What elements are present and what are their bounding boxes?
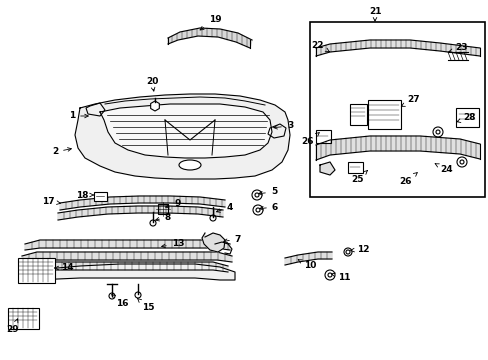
Polygon shape — [100, 104, 271, 158]
Polygon shape — [20, 262, 227, 272]
Text: 4: 4 — [216, 202, 233, 212]
Text: 28: 28 — [456, 113, 475, 122]
Polygon shape — [75, 94, 289, 179]
Ellipse shape — [179, 160, 201, 170]
Polygon shape — [22, 252, 231, 262]
Text: 2: 2 — [52, 148, 71, 157]
Text: 15: 15 — [137, 298, 154, 312]
FancyBboxPatch shape — [347, 162, 362, 172]
Polygon shape — [315, 40, 479, 56]
Polygon shape — [58, 206, 223, 220]
FancyBboxPatch shape — [454, 108, 478, 126]
Bar — [309, 22, 484, 197]
Text: 17: 17 — [41, 197, 61, 206]
Text: 14: 14 — [55, 264, 73, 273]
Text: 11: 11 — [331, 273, 349, 282]
FancyBboxPatch shape — [349, 104, 366, 125]
Polygon shape — [60, 196, 224, 210]
FancyBboxPatch shape — [93, 192, 106, 201]
Text: 26: 26 — [301, 132, 319, 147]
Polygon shape — [285, 252, 331, 265]
Text: 29: 29 — [7, 319, 19, 334]
FancyBboxPatch shape — [315, 130, 330, 143]
Polygon shape — [168, 28, 251, 48]
Text: 10: 10 — [298, 260, 316, 270]
Polygon shape — [202, 233, 224, 252]
FancyBboxPatch shape — [7, 307, 39, 328]
Text: 23: 23 — [448, 44, 468, 53]
Text: 22: 22 — [311, 40, 329, 52]
Text: 18: 18 — [76, 190, 94, 199]
Text: 16: 16 — [111, 294, 128, 307]
Bar — [158, 204, 168, 214]
Text: 21: 21 — [368, 8, 381, 21]
Text: 13: 13 — [162, 239, 184, 248]
Text: 27: 27 — [401, 95, 420, 106]
Text: 3: 3 — [273, 122, 292, 130]
Polygon shape — [315, 136, 479, 160]
Text: 19: 19 — [200, 15, 221, 30]
Text: 8: 8 — [155, 212, 171, 221]
Polygon shape — [22, 264, 235, 282]
Text: 25: 25 — [350, 171, 366, 184]
Text: 26: 26 — [399, 172, 416, 186]
Polygon shape — [25, 240, 229, 250]
Text: 7: 7 — [223, 234, 241, 243]
Polygon shape — [319, 162, 334, 175]
Text: 6: 6 — [259, 202, 278, 211]
FancyBboxPatch shape — [18, 257, 54, 283]
Text: 24: 24 — [434, 164, 452, 175]
FancyBboxPatch shape — [367, 99, 400, 129]
Text: 1: 1 — [69, 112, 88, 121]
Text: 20: 20 — [145, 77, 158, 91]
Text: 9: 9 — [165, 199, 181, 208]
Text: 12: 12 — [350, 244, 368, 253]
Text: 5: 5 — [258, 188, 277, 197]
